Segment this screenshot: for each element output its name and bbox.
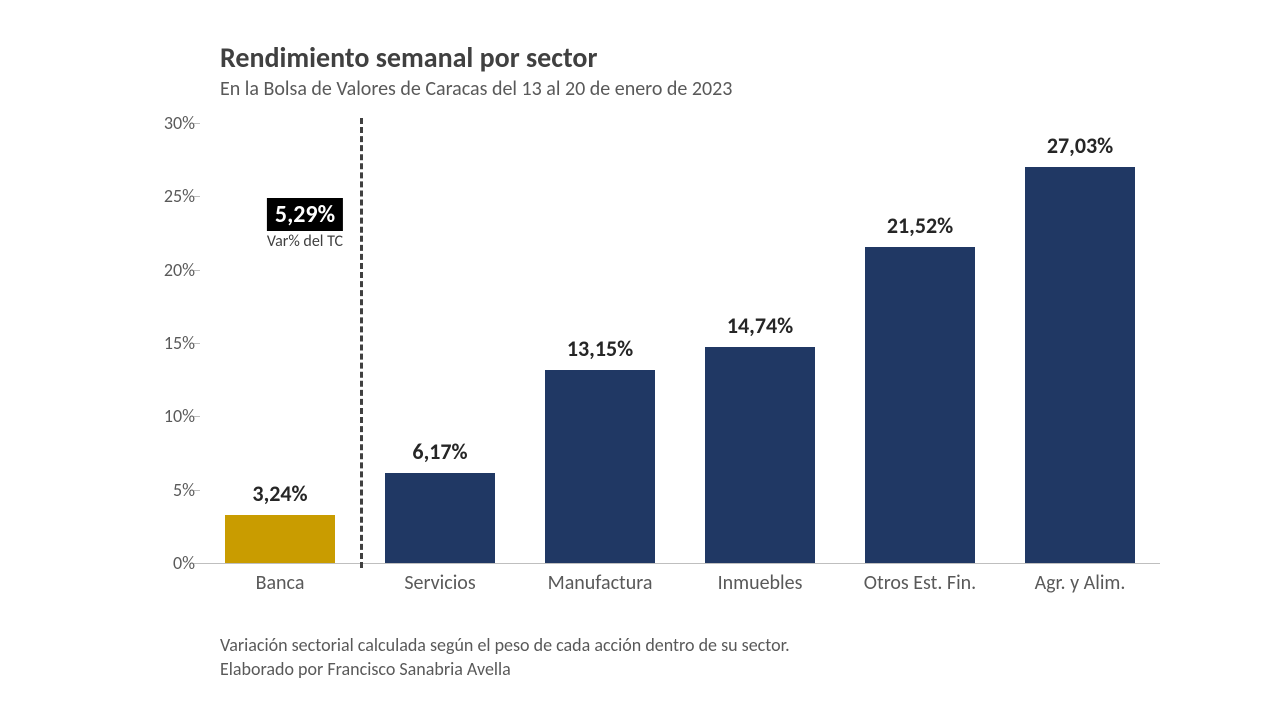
footnote-line-2: Elaborado por Francisco Sanabria Avella bbox=[220, 657, 1160, 681]
bar-value-label: 13,15% bbox=[567, 335, 633, 362]
y-tick-label: 5% bbox=[145, 479, 195, 501]
bar: 6,17% bbox=[385, 473, 495, 563]
y-tick-label: 0% bbox=[145, 552, 195, 574]
chart-plot: 0%5%10%15%20%25%30%3,24%Banca6,17%Servic… bbox=[140, 113, 1160, 583]
bar-value-label: 3,24% bbox=[252, 480, 307, 507]
x-category-label: Banca bbox=[256, 571, 305, 595]
bar: 14,74% bbox=[705, 347, 815, 563]
chart-subtitle: En la Bolsa de Valores de Caracas del 13… bbox=[220, 77, 1160, 101]
y-tick-label: 10% bbox=[145, 405, 195, 427]
bar: 21,52% bbox=[865, 247, 975, 563]
y-tick-mark bbox=[194, 196, 200, 197]
reference-line bbox=[360, 118, 363, 568]
y-tick-label: 30% bbox=[145, 112, 195, 134]
x-category-label: Otros Est. Fin. bbox=[864, 571, 976, 595]
x-category-label: Manufactura bbox=[548, 571, 653, 595]
y-tick-mark bbox=[194, 343, 200, 344]
chart-footnote: Variación sectorial calculada según el p… bbox=[220, 633, 1160, 682]
bar: 27,03% bbox=[1025, 167, 1135, 563]
x-category-label: Inmuebles bbox=[718, 571, 803, 595]
bar: 3,24% bbox=[225, 515, 335, 563]
footnote-line-1: Variación sectorial calculada según el p… bbox=[220, 633, 1160, 657]
bar-value-label: 21,52% bbox=[887, 212, 953, 239]
chart-title: Rendimiento semanal por sector bbox=[220, 40, 1160, 75]
plot-area: 0%5%10%15%20%25%30%3,24%Banca6,17%Servic… bbox=[200, 123, 1160, 564]
chart-container: Rendimiento semanal por sector En la Bol… bbox=[140, 40, 1160, 682]
y-tick-label: 20% bbox=[145, 259, 195, 281]
bar: 13,15% bbox=[545, 370, 655, 563]
y-tick-mark bbox=[194, 270, 200, 271]
bar-value-label: 27,03% bbox=[1047, 132, 1113, 159]
reference-badge: 5,29% bbox=[267, 198, 343, 231]
x-category-label: Servicios bbox=[404, 571, 475, 595]
y-tick-mark bbox=[194, 123, 200, 124]
bar-value-label: 6,17% bbox=[412, 438, 467, 465]
x-category-label: Agr. y Alim. bbox=[1035, 571, 1126, 595]
y-tick-mark bbox=[194, 490, 200, 491]
y-tick-label: 25% bbox=[145, 185, 195, 207]
y-tick-mark bbox=[194, 416, 200, 417]
reference-sub-label: Var% del TC bbox=[267, 232, 343, 251]
y-tick-label: 15% bbox=[145, 332, 195, 354]
bar-value-label: 14,74% bbox=[727, 312, 793, 339]
y-tick-mark bbox=[194, 563, 200, 564]
